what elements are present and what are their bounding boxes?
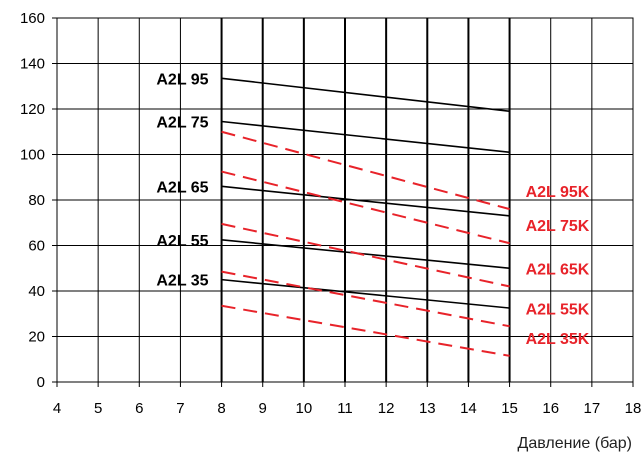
x-tick-label: 15 xyxy=(501,400,518,417)
series-line xyxy=(221,239,510,270)
y-tick-label: 20 xyxy=(28,329,45,346)
x-tick-label: 8 xyxy=(217,400,225,417)
series-label: A2L 95K xyxy=(526,184,590,201)
y-tick-label: 60 xyxy=(28,238,45,255)
x-tick-label: 4 xyxy=(53,400,61,417)
y-tick-label: 40 xyxy=(28,283,45,300)
x-tick-label: 16 xyxy=(542,400,559,417)
series-line xyxy=(221,170,510,245)
x-tick-label: 6 xyxy=(135,400,143,417)
series-line xyxy=(221,304,510,357)
x-tick-label: 5 xyxy=(94,400,102,417)
series-line xyxy=(221,278,510,309)
y-tick-label: 80 xyxy=(28,192,45,209)
series-labels: A2L 95 A2L 75 A2L 65 A2L 55 A2L 35 A2L 95K A2L… xyxy=(156,71,589,348)
x-tick-label: 11 xyxy=(337,400,353,417)
series-label: A2L 35K xyxy=(526,331,590,348)
x-axis-label: Давление (бар) xyxy=(518,435,632,452)
series-line xyxy=(221,270,510,328)
x-tick-label: 17 xyxy=(584,400,601,417)
series-label: A2L 75 xyxy=(156,115,208,132)
x-tick-label: 10 xyxy=(296,400,313,417)
series-label: A2L 95 xyxy=(156,71,208,88)
y-tick-label: 100 xyxy=(20,147,45,164)
y-tick-label: 120 xyxy=(20,101,45,118)
x-tick-label: 7 xyxy=(176,400,184,417)
series-label: A2L 75K xyxy=(526,218,590,235)
series-line xyxy=(221,120,510,154)
chart-series xyxy=(221,77,510,357)
chart-axes: 4 5 6 7 8 9 10 11 12 13 14 15 16 17 18 0 20 40 60 80 100 120 1… xyxy=(20,10,641,417)
series-line xyxy=(221,77,510,113)
series-label: A2L 55 xyxy=(156,233,208,250)
x-tick-label: 12 xyxy=(378,400,395,417)
series-label: A2L 65K xyxy=(526,261,590,278)
series-line xyxy=(221,222,510,288)
x-tick-label: 13 xyxy=(419,400,436,417)
series-label: A2L 35 xyxy=(156,273,208,290)
x-tick-label: 18 xyxy=(625,400,642,417)
y-tick-label: 160 xyxy=(20,10,45,27)
y-tick-label: 140 xyxy=(20,56,45,73)
series-label: A2L 55K xyxy=(526,301,590,318)
x-tick-label: 9 xyxy=(259,400,267,417)
y-tick-label: 0 xyxy=(37,374,45,391)
series-line xyxy=(221,185,510,217)
x-tick-label: 14 xyxy=(460,400,477,417)
series-line xyxy=(221,130,510,211)
series-label: A2L 65 xyxy=(156,179,208,196)
chart-grid xyxy=(56,17,634,383)
